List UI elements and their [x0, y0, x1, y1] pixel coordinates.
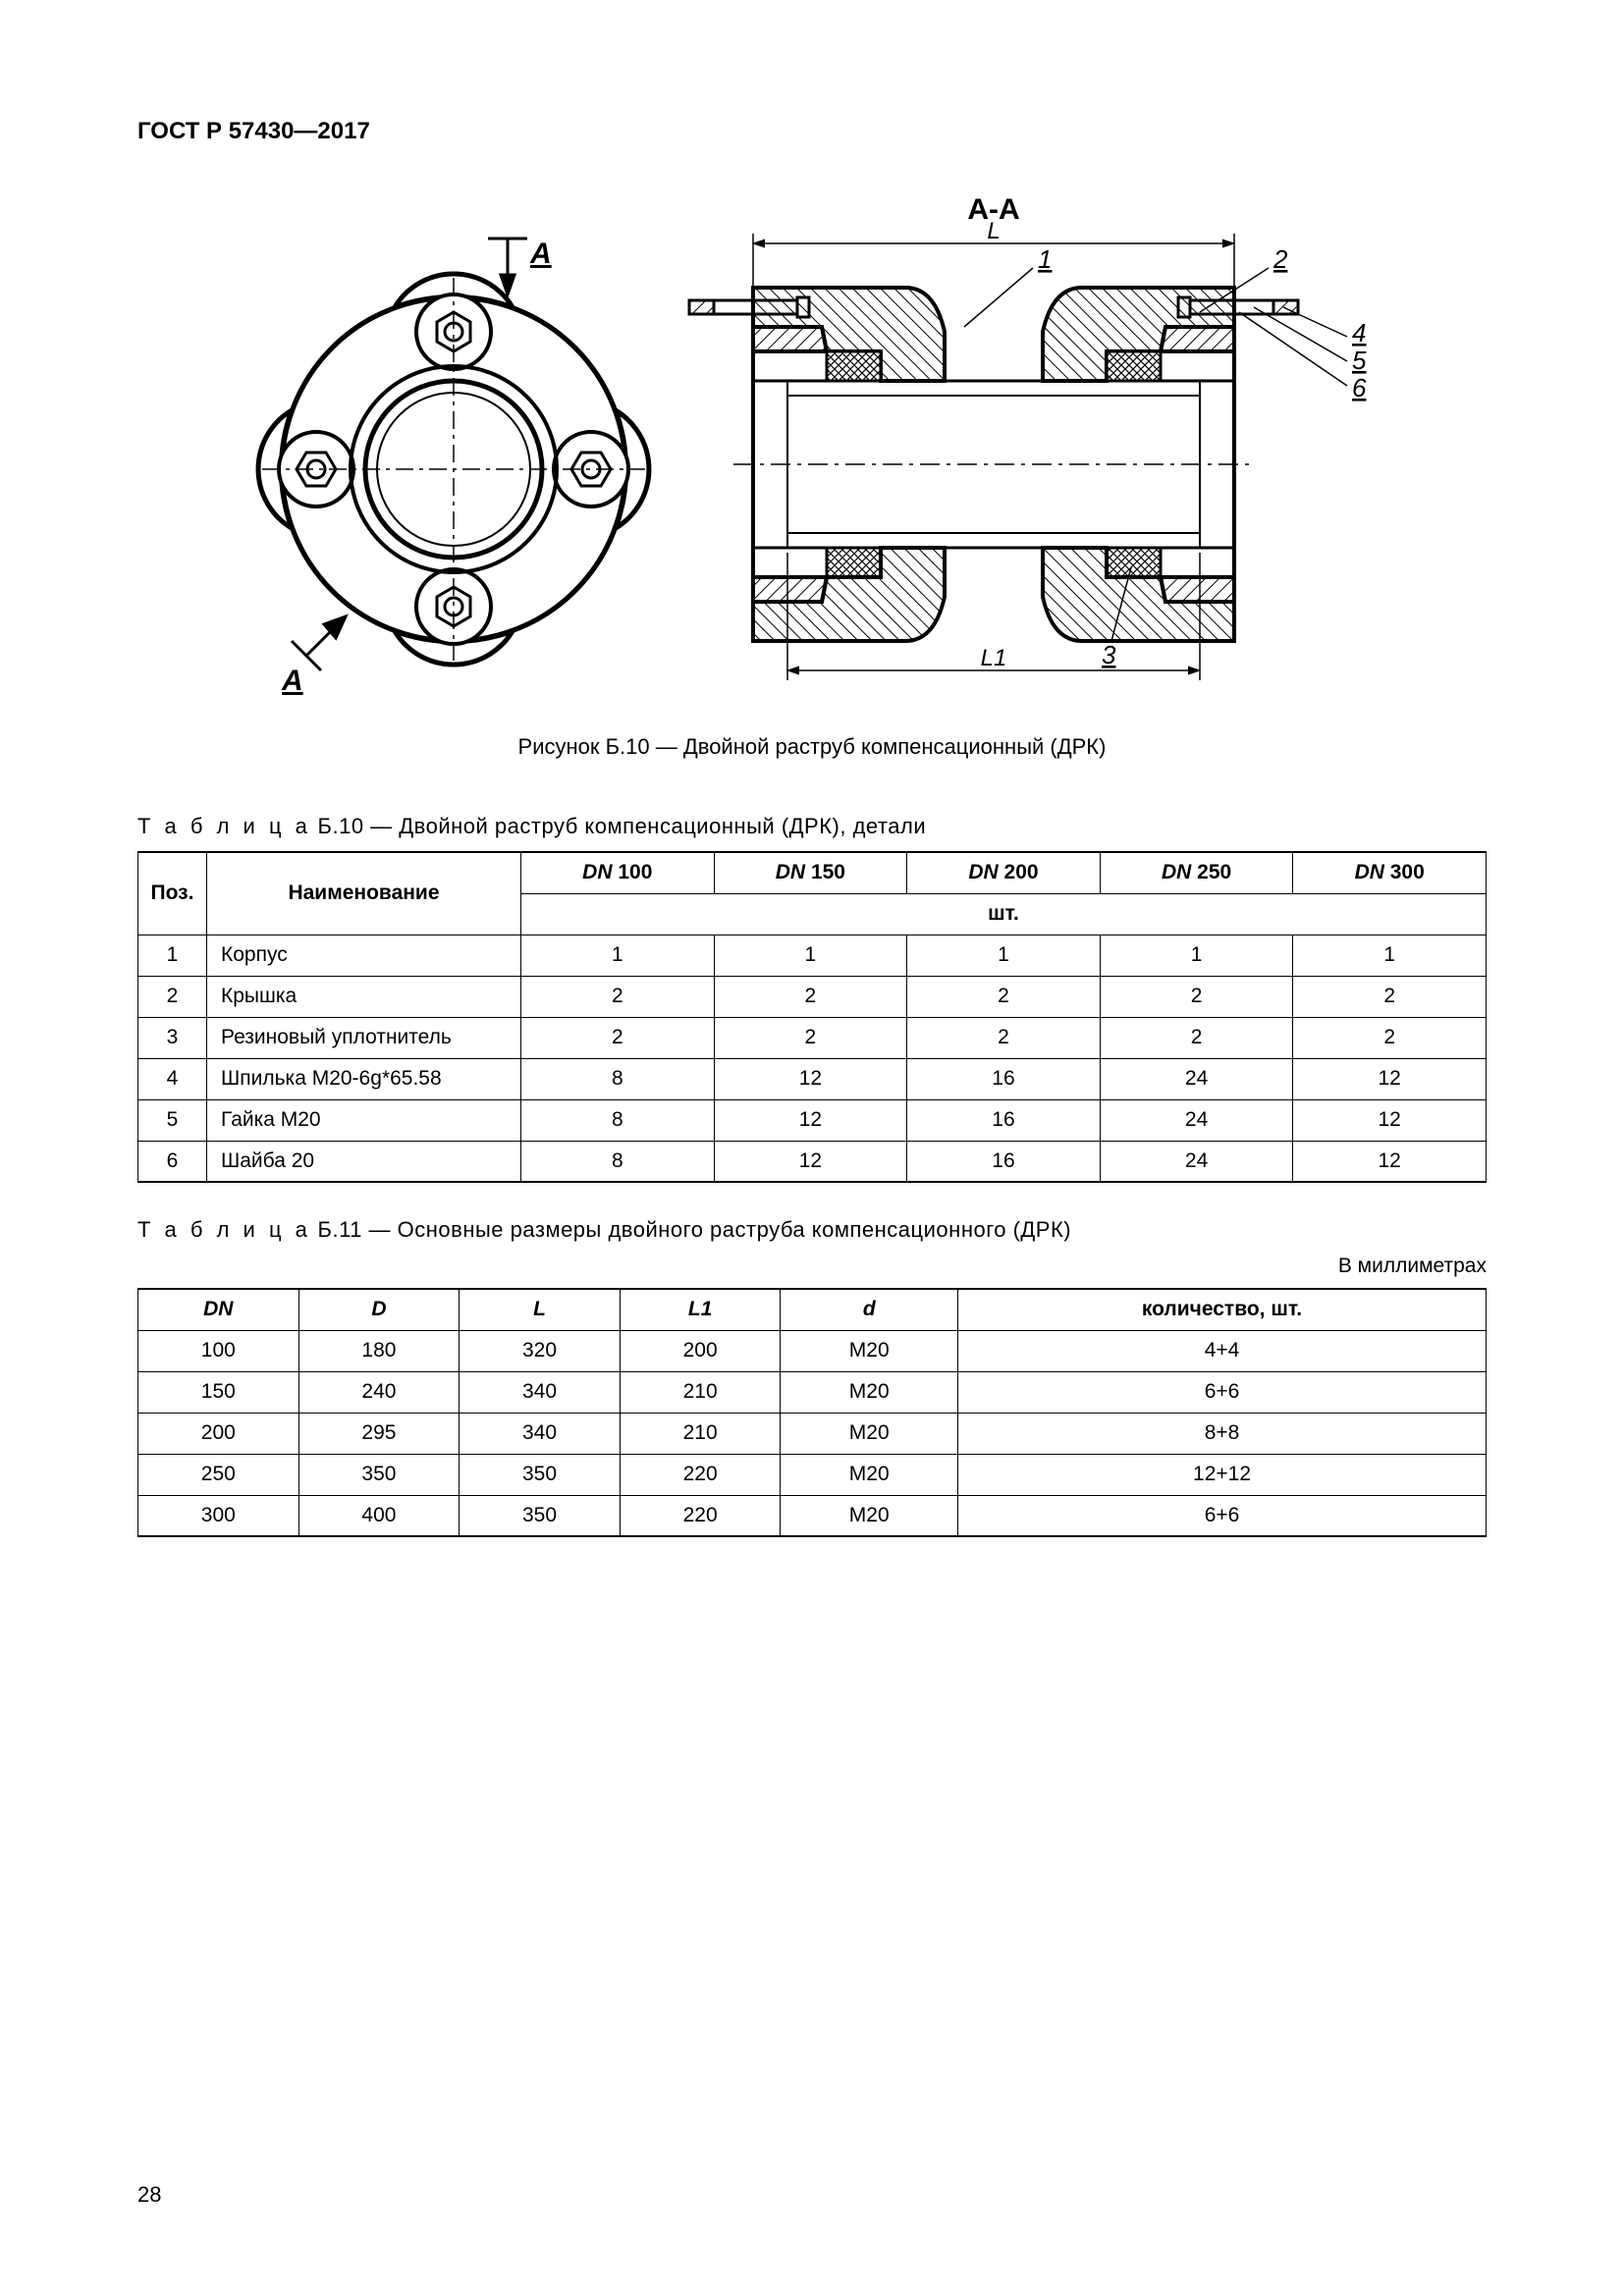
col-unit: шт.: [521, 893, 1487, 934]
table-row: 5Гайка М20812162412: [138, 1099, 1487, 1141]
front-view: А А: [258, 238, 649, 697]
svg-text:5: 5: [1352, 346, 1367, 375]
col-pos: Поз.: [138, 852, 207, 934]
table-b10: Поз. Наименование DN 100 DN 150 DN 200 D…: [137, 851, 1487, 1183]
col-dn200: DN 200: [907, 852, 1101, 893]
table-b11: DNDLL1dколичество, шт. 100180320200М204+…: [137, 1288, 1487, 1537]
figure-svg: А А А-А L: [247, 185, 1377, 705]
col-header: количество, шт.: [958, 1289, 1487, 1330]
col-header: DN: [138, 1289, 299, 1330]
svg-text:А: А: [529, 238, 552, 270]
col-header: L: [460, 1289, 621, 1330]
col-dn100: DN 100: [521, 852, 715, 893]
table-row: 100180320200М204+4: [138, 1330, 1487, 1371]
table-row: 6Шайба 20812162412: [138, 1141, 1487, 1182]
page: ГОСТ Р 57430—2017: [0, 0, 1624, 2296]
page-number: 28: [137, 2182, 161, 2208]
col-header: d: [781, 1289, 958, 1330]
svg-text:1: 1: [1038, 244, 1052, 274]
svg-text:2: 2: [1272, 244, 1288, 274]
figure-b10: А А А-А L: [137, 185, 1487, 705]
table1-caption: Т а б л и ц а Б.10 — Двойной раструб ком…: [137, 814, 1487, 839]
col-dn300: DN 300: [1293, 852, 1487, 893]
figure-caption: Рисунок Б.10 — Двойной раструб компенсац…: [137, 734, 1487, 760]
svg-text:6: 6: [1352, 373, 1367, 402]
col-header: D: [298, 1289, 460, 1330]
table-row: 4Шпилька М20-6g*65.58812162412: [138, 1058, 1487, 1099]
table-row: 250350350220М2012+12: [138, 1454, 1487, 1495]
table2-caption: Т а б л и ц а Б.11 — Основные размеры дв…: [137, 1217, 1487, 1243]
document-header: ГОСТ Р 57430—2017: [137, 118, 1487, 145]
table-row: 150240340210М206+6: [138, 1371, 1487, 1413]
svg-text:L1: L1: [981, 645, 1007, 671]
table-row: 3Резиновый уплотнитель22222: [138, 1017, 1487, 1058]
svg-text:4: 4: [1352, 318, 1366, 347]
table-row: 300400350220М206+6: [138, 1495, 1487, 1536]
svg-text:3: 3: [1102, 640, 1116, 669]
table-row: 1Корпус11111: [138, 934, 1487, 976]
table-row: 200295340210М208+8: [138, 1413, 1487, 1454]
col-name: Наименование: [207, 852, 521, 934]
svg-text:L: L: [987, 218, 1000, 244]
section-view: А-А L: [689, 193, 1367, 680]
table2-unit-note: В миллиметрах: [137, 1255, 1487, 1278]
col-dn250: DN 250: [1100, 852, 1293, 893]
table-row: 2Крышка22222: [138, 976, 1487, 1017]
col-dn150: DN 150: [714, 852, 907, 893]
col-header: L1: [620, 1289, 781, 1330]
svg-text:А: А: [281, 665, 303, 697]
